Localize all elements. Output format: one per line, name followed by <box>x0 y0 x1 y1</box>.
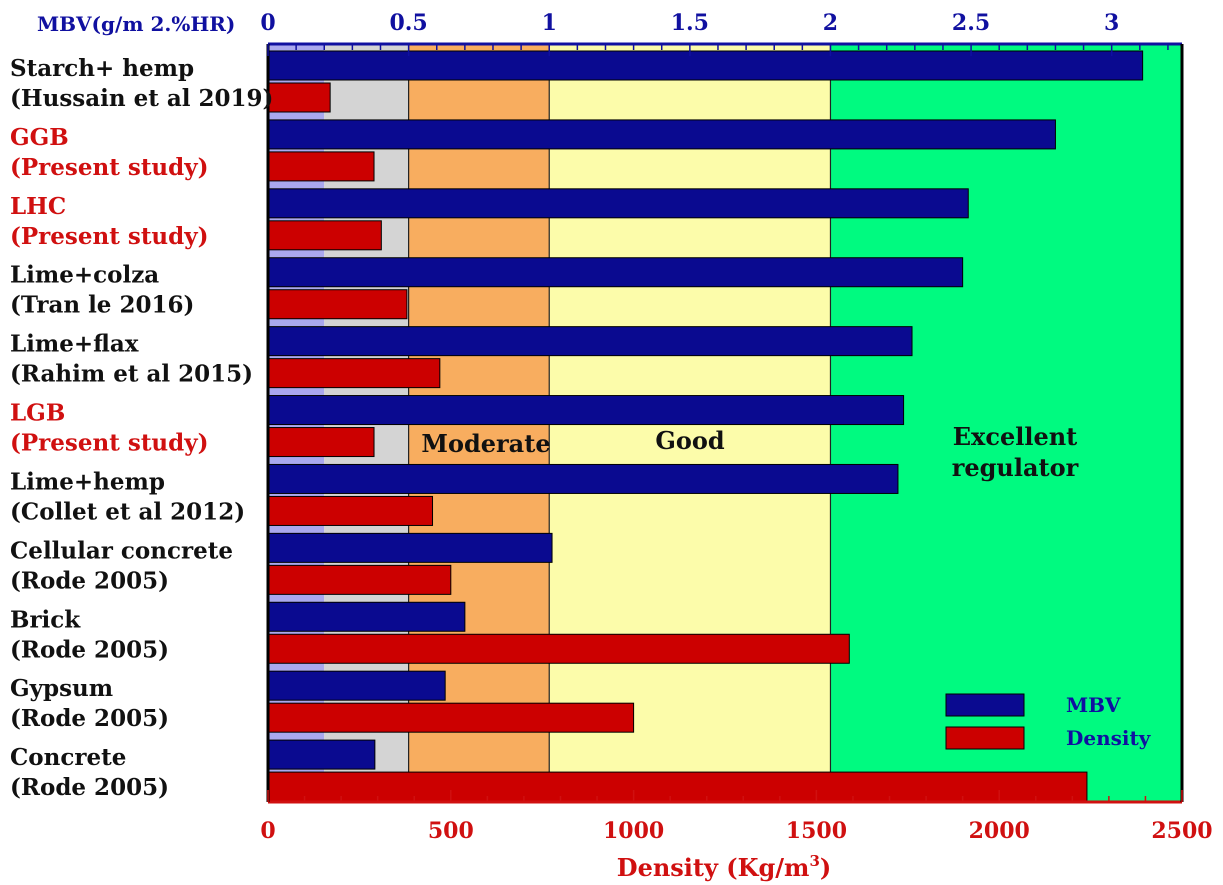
bottom-tick-label: 2500 <box>1151 818 1212 844</box>
bar-mbv-gypsum <box>267 670 446 701</box>
zone-label-excellent: Excellent <box>953 422 1078 451</box>
top-axis-ticks: 0 0.5 1 1.5 2 2.5 3 <box>260 10 1169 56</box>
bar-density-ggb <box>267 151 375 182</box>
bar-density-concrete <box>267 771 1088 802</box>
category-label-lhc: LHC <box>10 193 66 220</box>
category-sublabel-gypsum: (Rode 2005) <box>10 705 169 732</box>
bottom-tick-label: 0 <box>260 818 275 844</box>
bottom-tick-label: 1500 <box>786 818 847 844</box>
category-label-lgb: LGB <box>10 400 65 427</box>
zone-label-regulator: regulator <box>952 453 1079 482</box>
category-label-ggb: GGB <box>10 124 69 151</box>
plot-frame <box>266 42 1184 804</box>
bar-density-starch-hemp <box>267 82 331 113</box>
category-label-lime-flax: Lime+flax <box>10 331 139 358</box>
category-sublabel-lime-hemp: (Collet et al 2012) <box>10 498 245 525</box>
bar-mbv-concrete <box>267 739 376 770</box>
bar-density-lhc <box>267 220 382 251</box>
top-tick-label: 1.5 <box>671 10 709 36</box>
category-sublabel-cellular-concrete: (Rode 2005) <box>10 567 169 594</box>
category-sublabel-ggb: (Present study) <box>10 154 209 181</box>
category-sublabel-concrete: (Rode 2005) <box>10 774 169 801</box>
bottom-axis-ticks: 0 500 1000 1500 2000 2500 <box>260 790 1213 844</box>
category-sublabel-starch-hemp: (Hussain et al 2019) <box>10 85 273 112</box>
bar-density-cellular-concrete <box>267 564 452 595</box>
bar-mbv-lime-hemp <box>267 463 899 494</box>
bar-mbv-lhc <box>267 188 969 219</box>
category-sublabel-lime-colza: (Tran le 2016) <box>10 292 194 319</box>
bottom-axis-title: Density (Kg/m3) <box>617 852 832 882</box>
category-sublabel-lgb: (Present study) <box>10 430 209 457</box>
legend-label-mbv: MBV <box>1066 693 1121 717</box>
top-tick-label: 3 <box>1104 10 1119 36</box>
bar-mbv-lgb <box>267 395 905 426</box>
category-sublabel-lime-flax: (Rahim et al 2015) <box>10 361 253 388</box>
bars-layer <box>267 50 1144 802</box>
top-tick-label: 2.5 <box>952 10 990 36</box>
top-tick-label: 0 <box>260 10 275 36</box>
legend-label-density: Density <box>1066 726 1152 750</box>
bar-mbv-lime-colza <box>267 257 964 288</box>
bar-mbv-brick <box>267 601 466 632</box>
top-tick-label: 2 <box>823 10 838 36</box>
category-label-lime-colza: Lime+colza <box>10 262 159 289</box>
category-sublabel-brick: (Rode 2005) <box>10 636 169 663</box>
zone-label-good: Good <box>655 426 725 455</box>
bottom-tick-label: 2000 <box>969 818 1030 844</box>
bar-mbv-cellular-concrete <box>267 532 553 563</box>
category-label-cellular-concrete: Cellular concrete <box>10 537 233 564</box>
legend-swatch-mbv <box>945 693 1025 717</box>
category-sublabel-lhc: (Present study) <box>10 223 209 250</box>
category-label-starch-hemp: Starch+ hemp <box>10 55 194 82</box>
bar-density-lime-flax <box>267 358 441 389</box>
bar-density-lgb <box>267 427 375 458</box>
bar-density-lime-colza <box>267 289 408 320</box>
top-tick-label: 1 <box>542 10 557 36</box>
bar-mbv-lime-flax <box>267 326 913 357</box>
bottom-tick-label: 1000 <box>603 818 664 844</box>
bar-density-lime-hemp <box>267 495 434 526</box>
legend: MBV Density <box>945 693 1152 750</box>
bar-mbv-ggb <box>267 119 1056 150</box>
category-labels: Starch+ hemp (Hussain et al 2019) GGB (Pres… <box>10 55 273 801</box>
category-label-lime-hemp: Lime+hemp <box>10 468 165 495</box>
top-axis-title: MBV(g/m 2.%HR) <box>37 12 235 36</box>
zone-label-moderate: Moderate <box>421 429 550 458</box>
category-label-gypsum: Gypsum <box>10 675 113 702</box>
bar-density-gypsum <box>267 702 635 733</box>
legend-swatch-density <box>945 726 1025 750</box>
bar-mbv-starch-hemp <box>267 50 1144 81</box>
category-label-concrete: Concrete <box>10 744 126 771</box>
bottom-tick-label: 500 <box>428 818 474 844</box>
bar-density-brick <box>267 633 850 664</box>
top-tick-label: 0.5 <box>389 10 427 36</box>
zone-labels-layer: Moderate Good Excellent regulator <box>421 422 1078 482</box>
category-label-brick: Brick <box>10 606 81 633</box>
